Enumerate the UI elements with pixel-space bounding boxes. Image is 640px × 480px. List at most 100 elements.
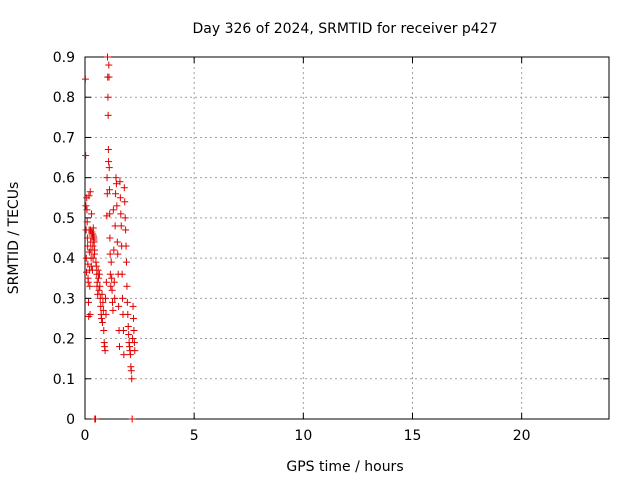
data-point [126,351,134,359]
x-tick-label: 20 [513,428,531,444]
y-tick-label: 0.7 [53,130,75,146]
y-tick-label: 0.6 [53,171,75,187]
data-point [127,367,135,375]
data-point [89,242,97,250]
y-tick-label: 0.4 [53,251,75,267]
data-point [103,190,111,198]
data-point [123,298,131,306]
data-point [82,202,90,210]
grid-lines [85,57,609,419]
data-point [111,294,119,302]
data-point [120,351,128,359]
data-point [83,234,91,242]
y-tick-label: 0 [66,412,75,428]
data-point [108,286,116,294]
data-point [118,270,126,278]
data-point [95,274,103,282]
data-point [104,111,112,119]
data-point [98,290,106,298]
x-tick-label: 10 [294,428,312,444]
data-point [81,75,89,83]
data-point [86,310,94,318]
data-point [82,152,90,160]
data-point [124,322,132,330]
data-points [81,53,139,423]
data-point [106,270,114,278]
data-point [121,198,129,206]
data-point [108,274,116,282]
data-point [122,258,130,266]
data-point [98,314,106,322]
data-point [119,294,127,302]
data-point [117,210,125,218]
y-tick-label: 0.5 [53,211,75,227]
y-tick-label: 0.9 [53,50,75,66]
data-point [121,214,129,222]
x-tick-label: 15 [404,428,422,444]
data-point [89,224,97,232]
y-tick-label: 0.2 [53,332,75,348]
chart-title: Day 326 of 2024, SRMTID for receiver p42… [192,21,497,37]
y-axis: 0 0.1 0.2 0.3 0.4 0.5 0.6 0.7 0.8 0.9 [53,50,609,428]
x-axis: 0 5 10 15 20 [81,57,531,444]
data-point [103,174,111,182]
y-tick-label: 0.1 [53,372,75,388]
data-point [94,266,102,274]
x-tick-label: 5 [190,428,199,444]
x-axis-label: GPS time / hours [286,459,403,475]
data-point [128,375,136,383]
data-point [83,218,91,226]
data-point [129,302,137,310]
y-tick-label: 0.8 [53,90,75,106]
data-point [113,202,121,210]
data-point [107,282,115,290]
y-tick-label: 0.3 [53,291,75,307]
data-point [109,298,117,306]
data-point [125,331,133,339]
data-point [104,146,112,154]
data-point [106,250,114,258]
data-point [105,61,113,69]
data-point [91,415,99,423]
data-point [111,222,119,230]
data-point [105,186,113,194]
data-point [91,246,99,254]
data-point [128,415,136,423]
y-axis-label: SRMTID / TECUs [6,182,22,295]
data-point [112,174,120,182]
data-point [110,278,118,286]
data-point [112,190,120,198]
data-point [123,282,131,290]
data-point [95,270,103,278]
data-point [120,184,128,192]
data-point [129,335,137,343]
data-point [105,164,113,172]
data-point [99,306,107,314]
data-point [86,188,94,196]
data-point [101,347,109,355]
data-point [88,210,96,218]
data-point [83,206,91,214]
data-point [100,327,108,335]
data-point [109,306,117,314]
data-point [122,242,130,250]
data-point [130,327,138,335]
data-point [98,318,106,326]
data-point [116,194,124,202]
data-point [102,310,110,318]
plot-frame [84,56,610,420]
data-point [84,298,92,306]
data-point [84,278,92,286]
data-point [115,302,123,310]
data-point [89,254,97,262]
data-point [109,206,117,214]
data-point [119,327,127,335]
data-point [117,222,125,230]
data-point [96,282,104,290]
data-point [85,192,93,200]
data-point [114,250,122,258]
data-point [129,314,137,322]
data-point [97,302,105,310]
data-point [93,278,101,286]
